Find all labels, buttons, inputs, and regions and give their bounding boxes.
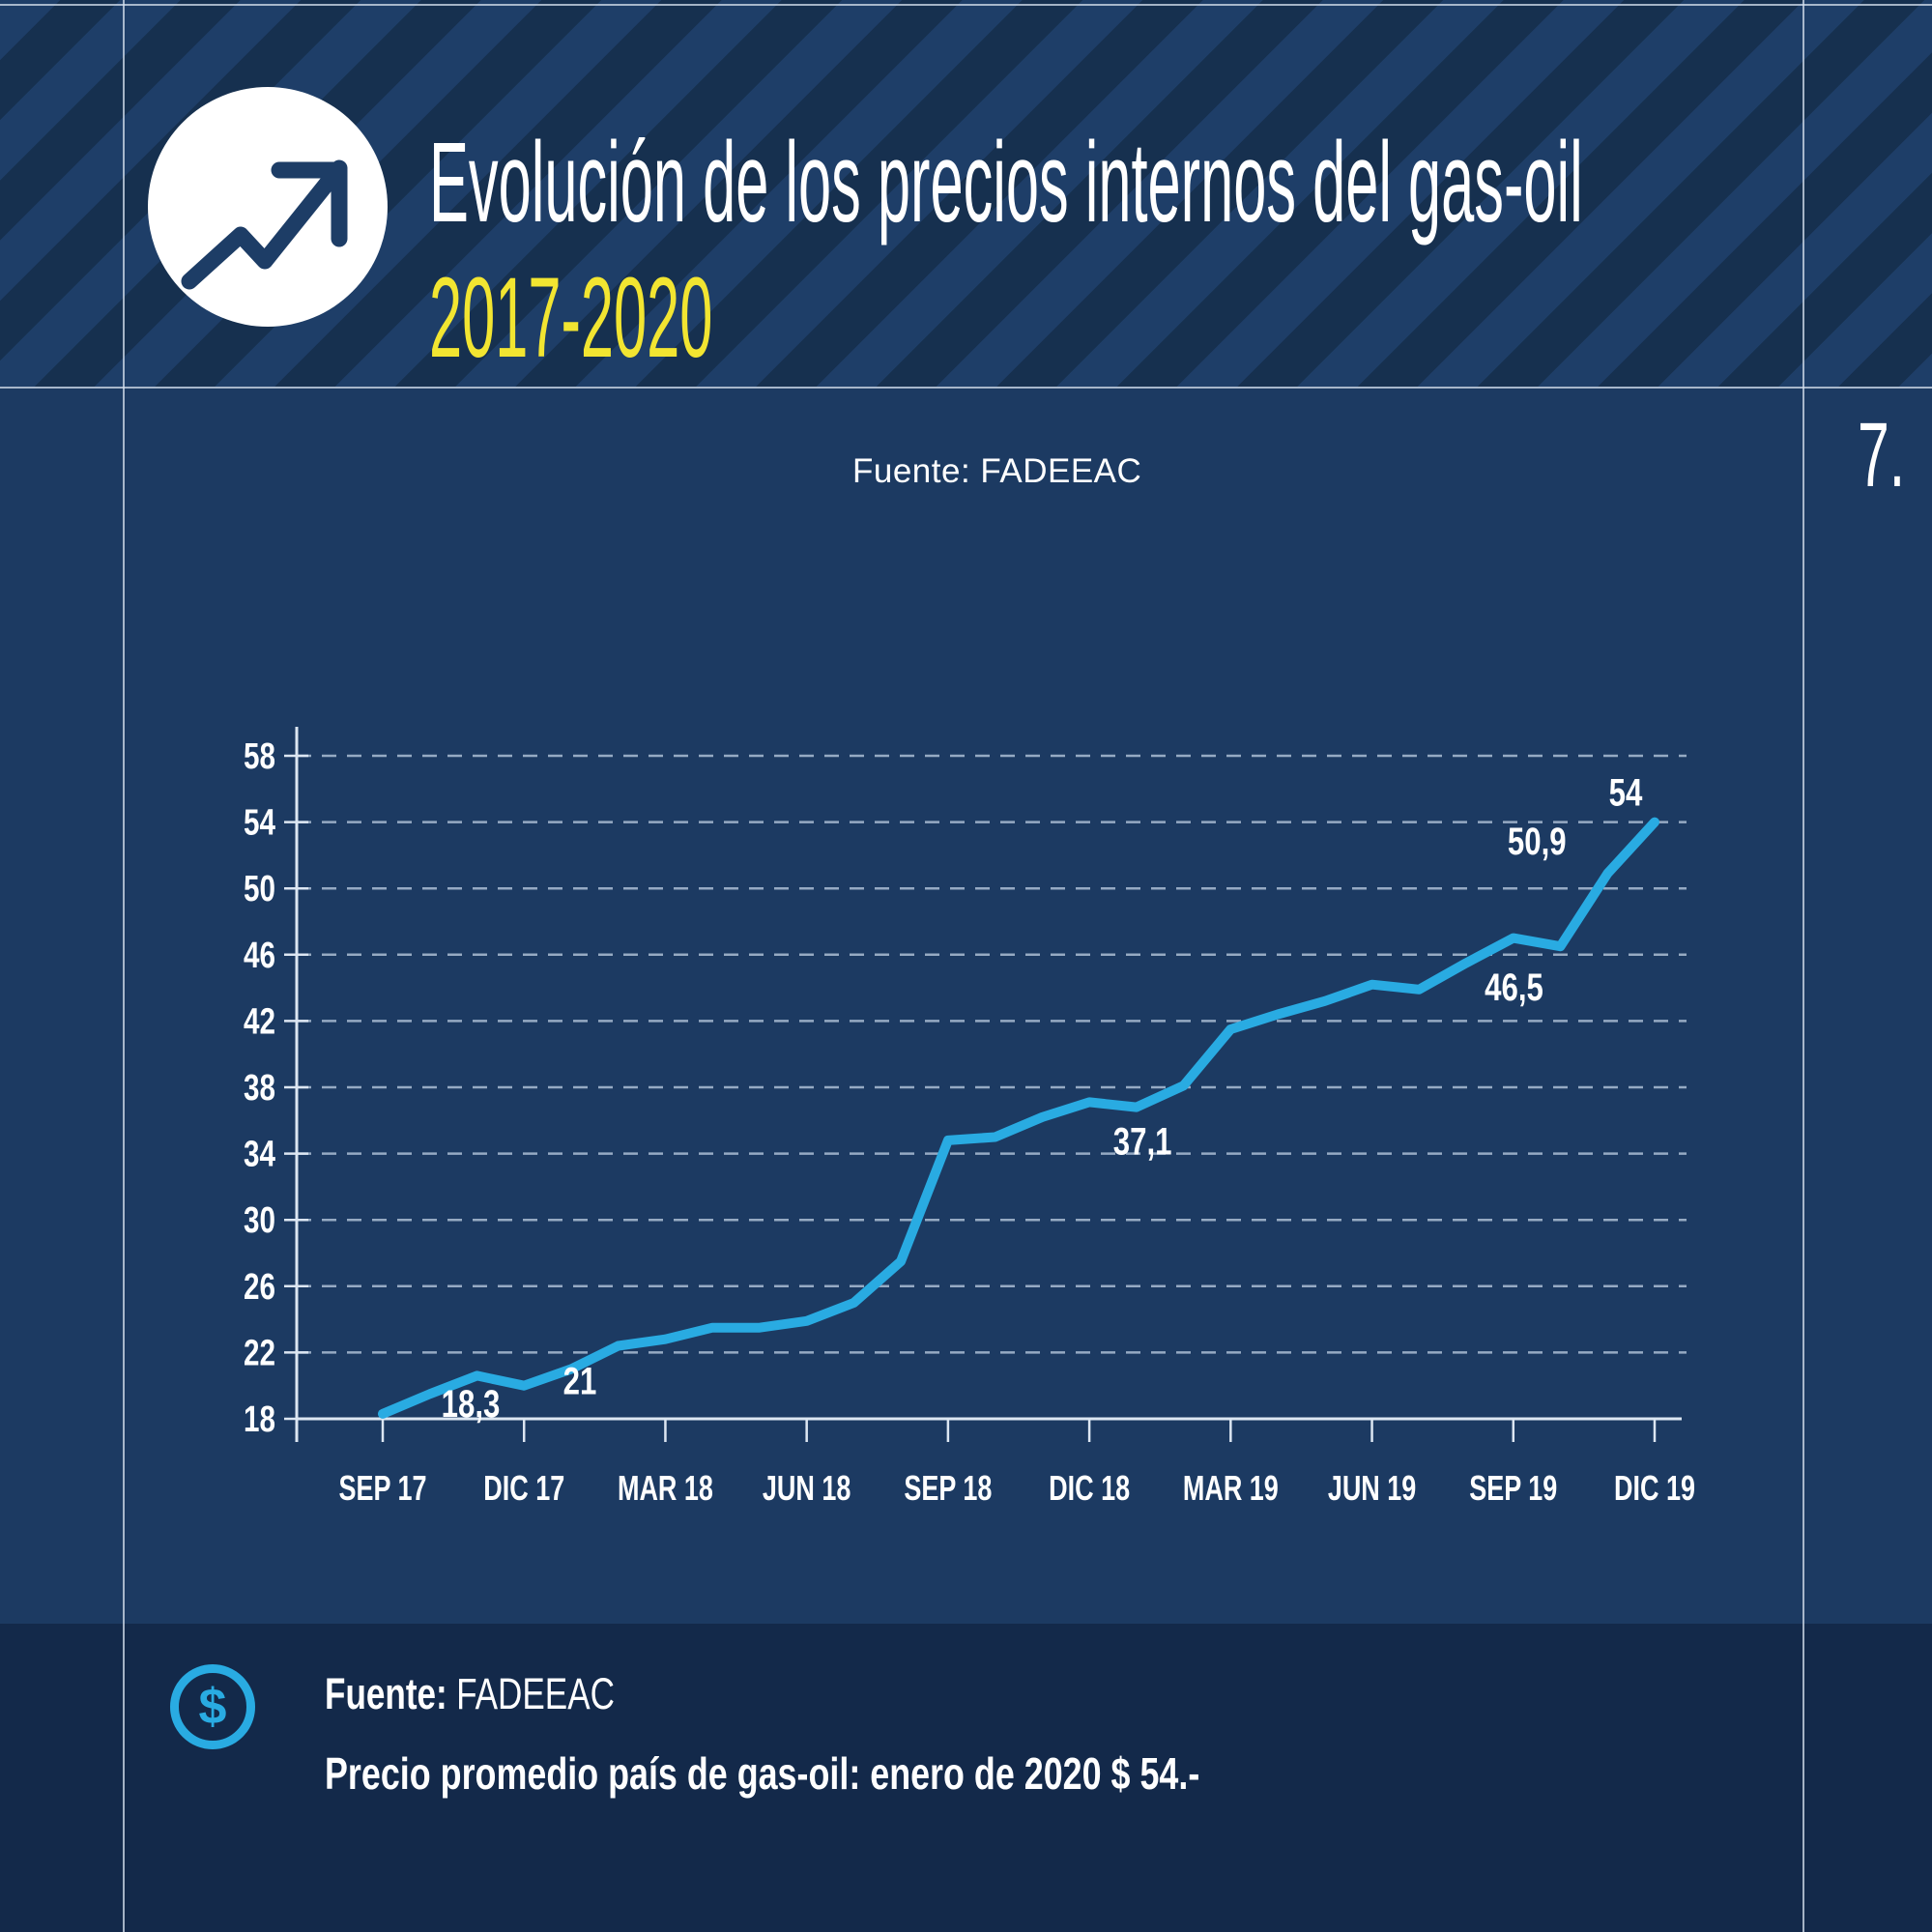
x-axis-label: DIC 17 <box>483 1468 564 1508</box>
x-axis-label: JUN 19 <box>1328 1468 1416 1508</box>
x-axis-label: MAR 19 <box>1183 1468 1279 1508</box>
y-axis-label: 34 <box>244 1134 275 1174</box>
trend-up-icon <box>181 159 348 290</box>
y-axis-label: 46 <box>244 935 275 975</box>
data-label: 54 <box>1609 771 1643 815</box>
footer-source-line: Fuente: FADEEAC <box>325 1672 615 1716</box>
footer-band <box>0 1624 1932 1932</box>
header-icon-badge <box>148 87 388 327</box>
chart-source-caption: Fuente: FADEEAC <box>852 452 1142 490</box>
footer-source-label: Fuente: <box>325 1669 447 1718</box>
page-title: Evolución de los precios internos del ga… <box>429 119 1583 246</box>
left-margin-rule <box>123 0 125 1932</box>
y-axis-label: 38 <box>244 1068 275 1109</box>
data-label: 21 <box>563 1360 597 1403</box>
y-axis-label: 26 <box>244 1266 275 1307</box>
y-axis-label: 18 <box>244 1399 275 1440</box>
x-axis-label: JUN 18 <box>763 1468 851 1508</box>
y-axis-label: 54 <box>244 802 275 843</box>
page-subtitle-years: 2017-2020 <box>429 254 713 382</box>
data-label: 37,1 <box>1113 1120 1172 1164</box>
title-block: Evolución de los precios internos del ga… <box>429 126 1932 375</box>
dollar-glyph: $ <box>198 1679 227 1735</box>
x-axis-label: SEP 18 <box>904 1468 992 1508</box>
x-axis-label: MAR 18 <box>618 1468 713 1508</box>
y-axis-label: 58 <box>244 736 275 777</box>
y-axis-label: 22 <box>244 1333 275 1373</box>
y-axis-label: 30 <box>244 1200 275 1241</box>
y-axis-label: 50 <box>244 869 275 909</box>
x-axis-label: SEP 17 <box>338 1468 426 1508</box>
dollar-icon: $ <box>170 1664 255 1749</box>
data-label: 18,3 <box>442 1382 501 1426</box>
top-rule <box>0 4 1932 6</box>
page-number: 7. <box>1858 404 1906 506</box>
x-axis-label: SEP 19 <box>1469 1468 1557 1508</box>
price-line <box>378 817 1659 1419</box>
right-margin-rule <box>1802 0 1804 1932</box>
x-axis-label: DIC 19 <box>1614 1468 1695 1508</box>
footer-price-note: Precio promedio país de gas-oil: enero d… <box>325 1748 1200 1799</box>
header-separator-rule <box>0 387 1932 389</box>
data-label: 46,5 <box>1485 966 1543 1010</box>
footer-source-value: FADEEAC <box>456 1669 615 1718</box>
data-label: 50,9 <box>1508 820 1567 863</box>
x-axis-label: DIC 18 <box>1049 1468 1130 1508</box>
y-axis-label: 42 <box>244 1001 275 1042</box>
